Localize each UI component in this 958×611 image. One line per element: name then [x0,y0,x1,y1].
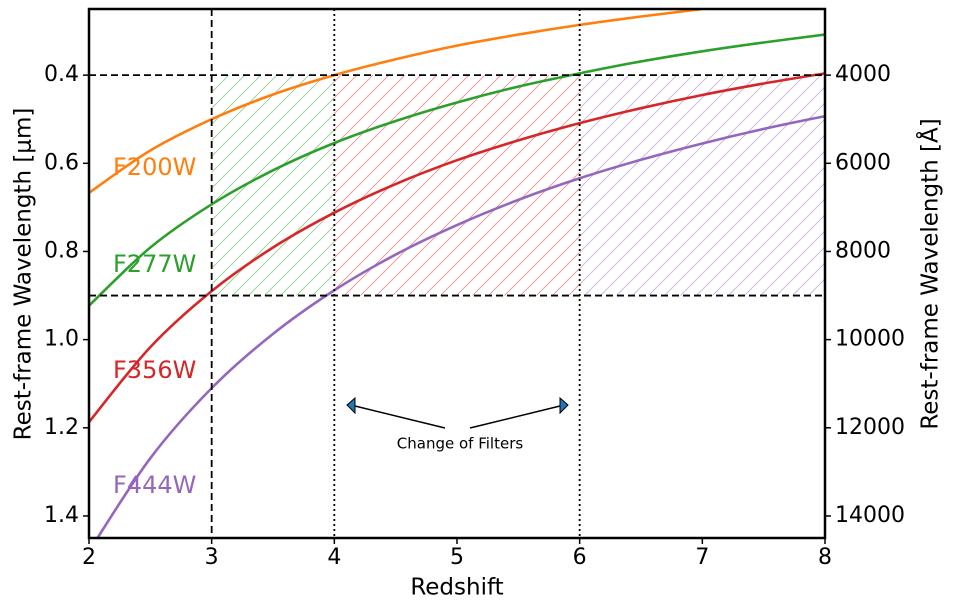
y2-tick-label: 8000 [835,238,891,263]
hatched-region [334,75,580,296]
y2-tick-label: 4000 [835,62,891,87]
y2-tick-label: 10000 [835,327,905,352]
x-tick-label: 4 [327,545,341,570]
series-line [89,72,825,423]
x-tick-label: 5 [450,545,464,570]
series-label: F444W [113,471,196,499]
x-axis-label: Redshift [410,575,503,601]
y-tick-label: 0.4 [44,62,79,87]
x-tick-label: 6 [573,545,587,570]
y-tick-label: 1.2 [44,415,79,440]
y2-tick-label: 6000 [835,150,891,175]
series-label: F356W [113,356,196,384]
y-tick-label: 0.8 [44,238,79,263]
series-line [95,114,825,538]
y-tick-label: 1.4 [44,503,79,528]
series-label: F277W [113,250,196,278]
x-tick-label: 7 [695,545,709,570]
y2-tick-label: 14000 [835,503,905,528]
hatched-region [579,75,825,296]
series-label: F200W [113,153,196,181]
annotation-text: Change of Filters [397,435,524,453]
x-tick-label: 2 [82,545,96,570]
y2-tick-label: 12000 [835,415,905,440]
hatched-region [211,75,335,296]
y-axis-label: Rest-frame Wavelength [μm] [11,108,37,441]
y2-axis-label: Rest-frame Wavelength [Å] [916,118,944,429]
series-line [89,33,825,307]
y-tick-label: 0.6 [44,150,79,175]
arrow-head [559,396,569,415]
plot-area [89,9,825,538]
x-tick-label: 8 [818,545,832,570]
annotation-arrow [354,405,446,429]
annotation-arrow [469,405,561,429]
x-tick-label: 3 [205,545,219,570]
arrow-head [346,396,356,415]
y-tick-label: 1.0 [44,327,79,352]
